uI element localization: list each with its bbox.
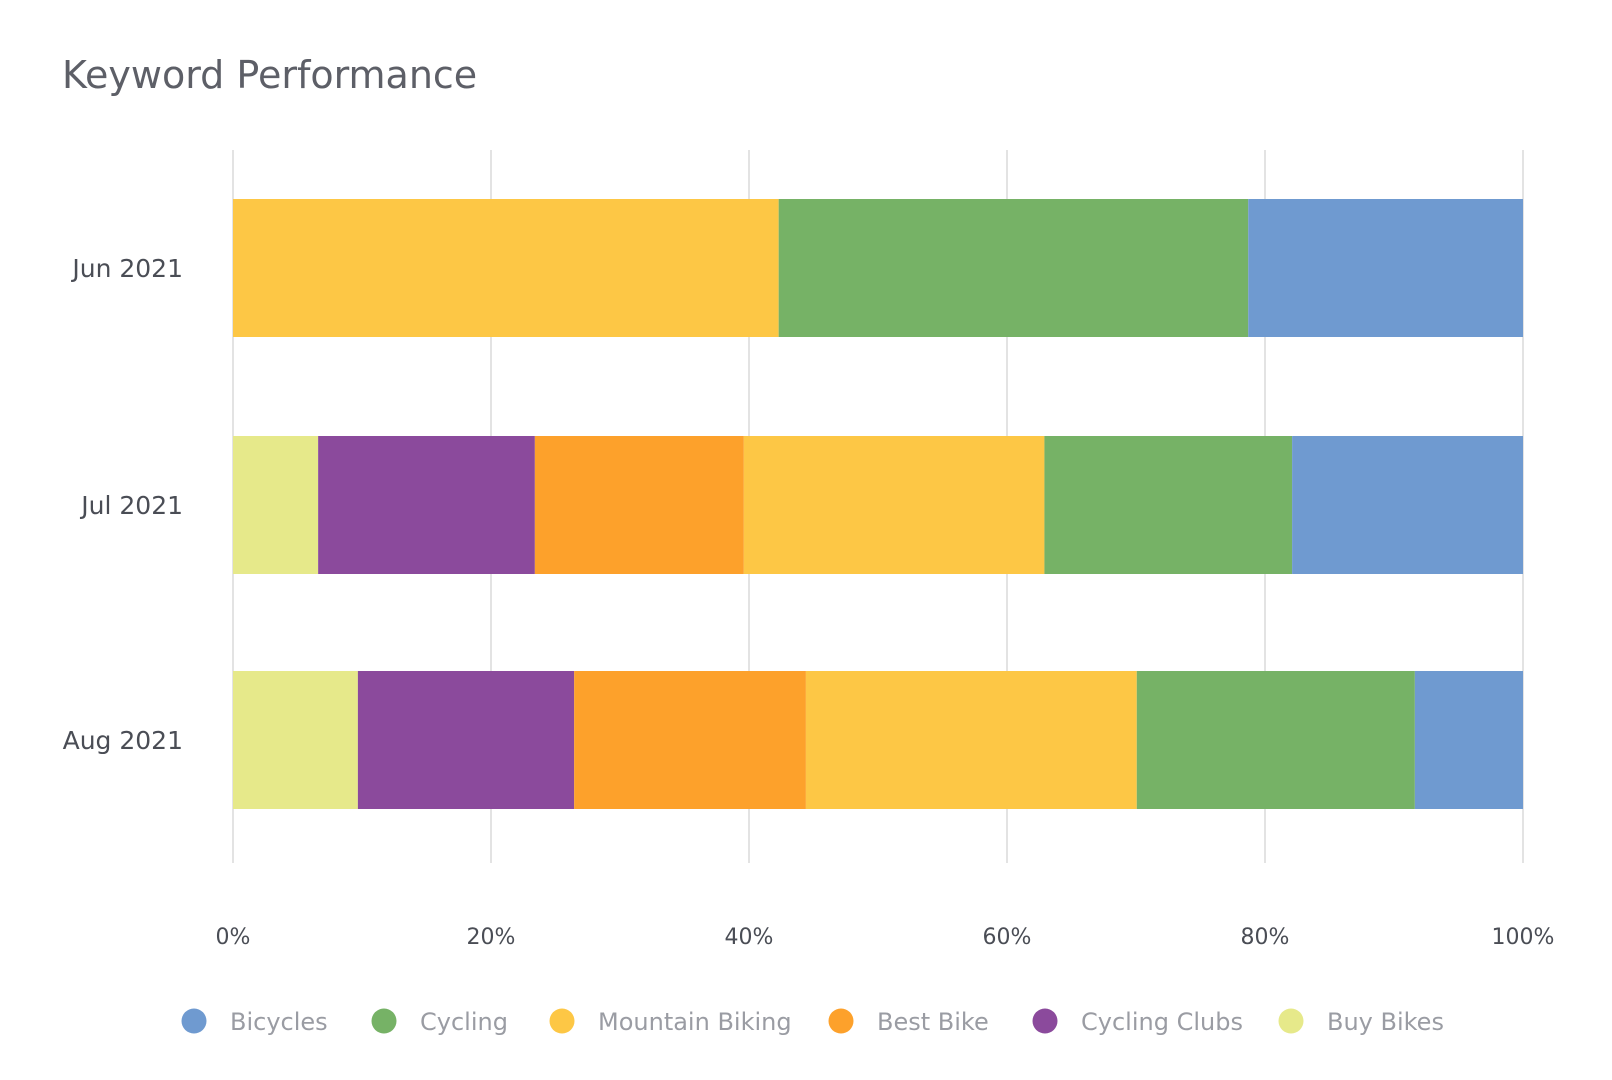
x-tick-label: 0% — [216, 925, 251, 950]
y-tick-label: Jun 2021 — [70, 254, 183, 283]
legend-swatch — [371, 1008, 397, 1034]
bar-segment-best-bike-aug-2021 — [574, 671, 806, 809]
legend-swatch — [1278, 1008, 1304, 1034]
x-tick-label: 60% — [983, 925, 1032, 950]
bar-segment-bicycles-aug-2021 — [1414, 671, 1523, 809]
y-axis: Jun 2021 Jul 2021 Aug 2021 — [63, 254, 183, 755]
legend-item-mountain-biking[interactable]: Mountain Biking — [549, 1008, 792, 1036]
y-tick-label: Aug 2021 — [63, 726, 183, 755]
legend-label: Bicycles — [230, 1008, 328, 1036]
legend-swatch — [181, 1008, 207, 1034]
legend: Bicycles Cycling Mountain Biking Best Bike C… — [181, 1008, 1444, 1036]
legend-label: Best Bike — [877, 1008, 989, 1036]
legend-item-bicycles[interactable]: Bicycles — [181, 1008, 328, 1036]
bar-segment-cycling-jul-2021 — [1044, 436, 1293, 574]
bar-segment-cycling-clubs-jul-2021 — [318, 436, 535, 574]
bar-segment-mountain-biking-aug-2021 — [805, 671, 1137, 809]
x-tick-label: 100% — [1492, 925, 1555, 950]
bar-segment-mountain-biking-jul-2021 — [743, 436, 1045, 574]
bar-segment-mountain-biking-jun-2021 — [233, 199, 779, 337]
legend-item-buy-bikes[interactable]: Buy Bikes — [1278, 1008, 1444, 1036]
bar-segment-best-bike-jul-2021 — [534, 436, 744, 574]
legend-label: Cycling — [420, 1008, 508, 1036]
x-tick-label: 80% — [1241, 925, 1290, 950]
x-tick-label: 20% — [467, 925, 516, 950]
bar-segment-buy-bikes-aug-2021 — [233, 671, 358, 809]
legend-label: Cycling Clubs — [1081, 1008, 1243, 1036]
x-axis: 0% 20% 40% 60% 80% 100% — [216, 925, 1555, 950]
legend-label: Mountain Biking — [598, 1008, 792, 1036]
legend-item-best-bike[interactable]: Best Bike — [828, 1008, 989, 1036]
legend-label: Buy Bikes — [1327, 1008, 1444, 1036]
legend-swatch — [549, 1008, 575, 1034]
bar-segment-cycling-aug-2021 — [1136, 671, 1415, 809]
legend-swatch — [1032, 1008, 1058, 1034]
bars — [233, 199, 1523, 809]
bar-segment-buy-bikes-jul-2021 — [233, 436, 319, 574]
legend-swatch — [828, 1008, 854, 1034]
legend-item-cycling[interactable]: Cycling — [371, 1008, 508, 1036]
chart-title: Keyword Performance — [62, 53, 477, 97]
x-tick-label: 40% — [725, 925, 774, 950]
bar-segment-bicycles-jul-2021 — [1292, 436, 1523, 574]
y-tick-label: Jul 2021 — [79, 491, 183, 520]
legend-item-cycling-clubs[interactable]: Cycling Clubs — [1032, 1008, 1243, 1036]
bar-segment-cycling-clubs-aug-2021 — [357, 671, 575, 809]
bar-segment-bicycles-jun-2021 — [1248, 199, 1523, 337]
bar-segment-cycling-jun-2021 — [778, 199, 1249, 337]
